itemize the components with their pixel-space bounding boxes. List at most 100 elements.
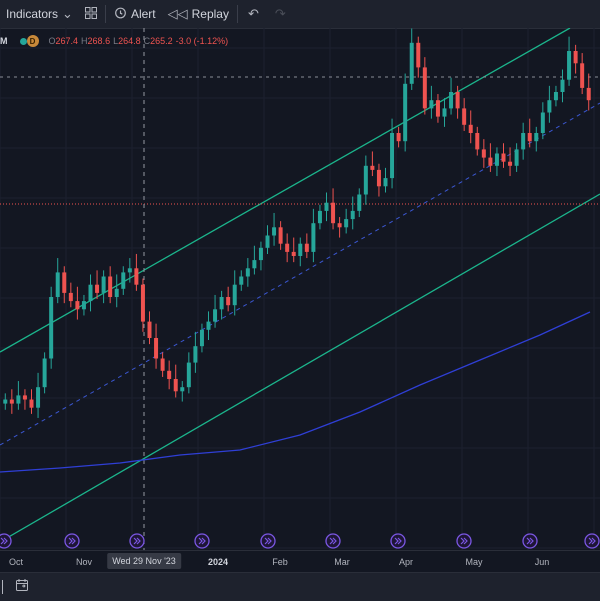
candle-body [331, 202, 336, 224]
candle-body [186, 362, 191, 388]
candle-body [140, 284, 145, 322]
undo-icon[interactable]: ↶ [247, 6, 259, 21]
time-tick-label: May [465, 557, 483, 567]
candle-body [285, 243, 290, 252]
candle-body [239, 276, 244, 285]
low-value: 264.8 [118, 36, 141, 46]
candle-body [494, 153, 499, 166]
candle-body [449, 92, 454, 109]
candle-body [114, 288, 119, 297]
replay-button[interactable]: ◁◁ Replay [162, 0, 235, 28]
candle-body [481, 149, 486, 158]
candle-body [363, 165, 368, 195]
time-tick-label: Apr [398, 557, 414, 567]
candle-body [488, 157, 493, 166]
chevron-down-icon[interactable]: ⌄ [62, 6, 73, 21]
candle-body [154, 338, 159, 359]
candle-body [180, 387, 185, 392]
candle-body [442, 108, 447, 117]
fast-forward-icon [0, 537, 8, 545]
data-source-badge: D [26, 35, 39, 47]
toolbar-divider [104, 5, 106, 23]
time-tick-label: Mar [334, 557, 350, 567]
ohlc-values: O267.4 H268.6 L264.8 C265.2 -3.0 (-1.12%… [48, 36, 229, 46]
goto-date-icon[interactable] [15, 578, 29, 597]
candle-body [199, 329, 204, 347]
rewind-icon: ◁◁ [167, 6, 188, 21]
candle-body [101, 276, 106, 293]
candle-body [36, 387, 41, 408]
candle-body [298, 243, 303, 256]
candle-body [16, 395, 21, 404]
time-tick-label: 2024 [207, 557, 229, 567]
candle-body [455, 92, 460, 109]
event-icon [0, 533, 12, 549]
candle-body [403, 83, 408, 142]
close-value: 265.2 [150, 36, 173, 46]
candle-body [75, 301, 80, 310]
crosshair-date-label: Wed 29 Nov '23 [107, 553, 181, 569]
candle-body [311, 223, 316, 252]
candle-body [462, 108, 467, 125]
candle-body [514, 149, 519, 166]
candle-body [81, 301, 86, 310]
candle-body [475, 133, 480, 150]
candle-body [304, 243, 309, 252]
candle-body [232, 284, 237, 306]
templates-grid-icon[interactable] [79, 6, 103, 22]
replay-label: Replay [191, 7, 229, 21]
candle-body [278, 227, 283, 244]
candle-body [567, 51, 572, 80]
candle-body [468, 124, 473, 133]
candle-body [337, 223, 342, 228]
candle-body [134, 268, 139, 285]
candle-body [508, 161, 513, 166]
candle-body [317, 210, 322, 224]
candle-body [226, 297, 231, 306]
indicators-button[interactable]: Indicators [0, 0, 64, 28]
moving-average-line [0, 311, 591, 473]
candle-body [49, 297, 54, 359]
candle-body [95, 284, 100, 293]
candle-body [265, 235, 270, 248]
candle-body [167, 370, 172, 379]
candle-body [422, 67, 427, 109]
time-axis[interactable]: Oct Nov 2024 Feb Mar Apr May Jun Wed 29 … [0, 550, 600, 573]
candle-body [560, 79, 565, 92]
candle-body [357, 194, 362, 211]
channel-middle-dashed-line [0, 102, 600, 446]
bottom-toolbar [0, 572, 600, 601]
candle-body [416, 42, 421, 68]
fast-forward-icon [588, 537, 596, 545]
candle-body [252, 260, 257, 269]
fast-forward-icon [394, 537, 402, 545]
candle-body [573, 51, 578, 64]
candle-body [127, 268, 132, 273]
candle-body [350, 210, 355, 220]
change-value: -3.0 (-1.12%) [175, 36, 229, 46]
candle-body [370, 165, 375, 170]
interval-label: M [0, 36, 8, 46]
candle-body [383, 178, 388, 187]
market-status-icon [19, 37, 27, 45]
candle-body [534, 133, 539, 142]
candle-body [3, 399, 8, 404]
candle-body [245, 268, 250, 277]
fast-forward-icon [329, 537, 337, 545]
candle-body [527, 133, 532, 142]
candle-body [409, 42, 414, 84]
candle-body [272, 227, 277, 236]
candle-body [193, 346, 198, 363]
alert-button[interactable]: Alert [108, 0, 162, 28]
candle-body [396, 133, 401, 142]
candle-body [219, 297, 224, 310]
redo-icon[interactable]: ↷ [274, 6, 286, 21]
candle-body [160, 358, 165, 371]
candle-body [42, 358, 47, 388]
time-tick-label: Feb [272, 557, 288, 567]
candle-body [291, 251, 296, 256]
price-chart[interactable] [0, 28, 600, 550]
indicators-label: Indicators [6, 7, 59, 21]
candle-body [344, 219, 349, 228]
candle-body [68, 292, 73, 302]
